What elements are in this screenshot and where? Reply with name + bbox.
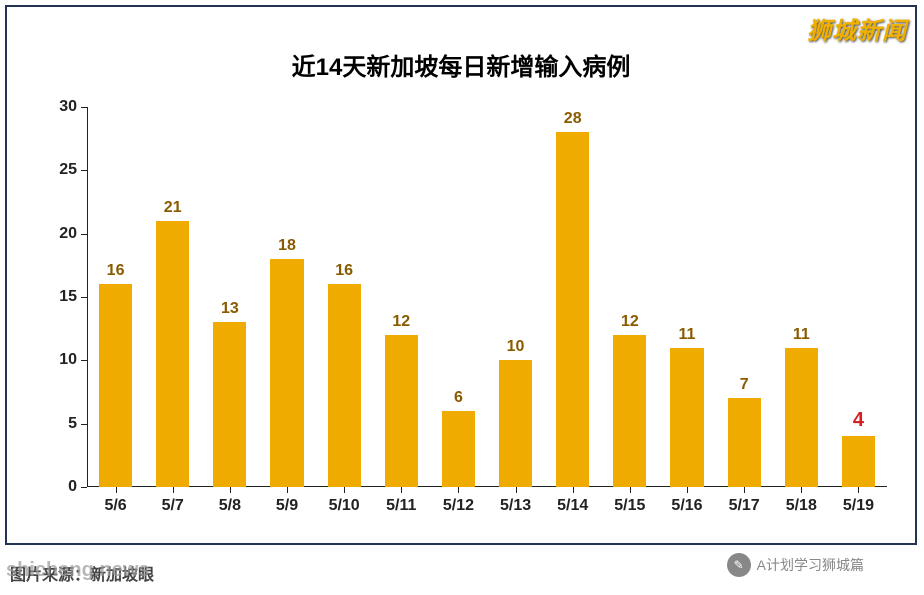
bar-value-label: 4 xyxy=(828,409,888,432)
x-tick-mark xyxy=(630,487,631,493)
x-tick-mark xyxy=(858,487,859,493)
bar-value-label: 12 xyxy=(371,313,431,331)
x-tick-label: 5/16 xyxy=(657,497,717,515)
y-tick-label: 0 xyxy=(47,478,77,496)
bars-container: 1621131816126102812117114 xyxy=(87,107,887,487)
x-tick-mark xyxy=(687,487,688,493)
x-tick-mark xyxy=(458,487,459,493)
bar-value-label: 18 xyxy=(257,237,317,255)
x-tick-mark xyxy=(230,487,231,493)
corner-tag: 狮城新闻 xyxy=(807,11,907,46)
bar-value-label: 12 xyxy=(600,313,660,331)
bar-value-label: 13 xyxy=(200,300,260,318)
bar xyxy=(156,221,189,487)
watermark-text: 图片来源：新加坡眼 shicheng.news xyxy=(10,561,154,585)
y-tick-label: 25 xyxy=(47,161,77,179)
x-tick-label: 5/8 xyxy=(200,497,260,515)
bar-value-label: 16 xyxy=(86,262,146,280)
x-tick-label: 5/18 xyxy=(771,497,831,515)
bar-value-label: 6 xyxy=(428,389,488,407)
bar xyxy=(213,322,246,487)
plot-area: 051015202530 1621131816126102812117114 5… xyxy=(87,107,887,487)
x-tick-label: 5/11 xyxy=(371,497,431,515)
y-tick-label: 15 xyxy=(47,288,77,306)
bar xyxy=(842,436,875,487)
bar xyxy=(785,348,818,487)
bar xyxy=(613,335,646,487)
chart-title: 近14天新加坡每日新增输入病例 xyxy=(7,47,915,82)
chart-frame: 狮城新闻 近14天新加坡每日新增输入病例 0 5 10 15 20 25 30 16 21 13… xyxy=(5,5,917,545)
x-tick-mark xyxy=(516,487,517,493)
bar-value-label: 21 xyxy=(143,199,203,217)
bar-value-label: 11 xyxy=(771,326,831,344)
x-tick-label: 5/14 xyxy=(543,497,603,515)
bar xyxy=(556,132,589,487)
x-tick-mark xyxy=(744,487,745,493)
x-tick-label: 5/19 xyxy=(828,497,888,515)
y-tick-label: 20 xyxy=(47,225,77,243)
x-tick-label: 5/6 xyxy=(86,497,146,515)
bar xyxy=(270,259,303,487)
bar xyxy=(442,411,475,487)
x-tick-label: 5/17 xyxy=(714,497,774,515)
y-tick-label: 30 xyxy=(47,98,77,116)
x-tick-mark xyxy=(287,487,288,493)
bar-value-label: 10 xyxy=(486,338,546,356)
bar xyxy=(499,360,532,487)
y-tick-label: 5 xyxy=(47,415,77,433)
y-tick-mark xyxy=(81,487,87,488)
y-tick-label: 10 xyxy=(47,351,77,369)
bar-value-label: 7 xyxy=(714,376,774,394)
x-tick-label: 5/9 xyxy=(257,497,317,515)
x-tick-mark xyxy=(801,487,802,493)
bar xyxy=(385,335,418,487)
x-tick-label: 5/10 xyxy=(314,497,374,515)
bar xyxy=(328,284,361,487)
attribution-text: A计划学习狮城篇 xyxy=(757,555,864,575)
x-tick-mark xyxy=(573,487,574,493)
x-tick-mark xyxy=(344,487,345,493)
footer-left: 图片来源：新加坡眼 shicheng.news xyxy=(10,561,154,585)
attribution-block: ✎ A计划学习狮城篇 xyxy=(727,553,864,577)
bar xyxy=(728,398,761,487)
x-tick-mark xyxy=(116,487,117,493)
wechat-icon: ✎ xyxy=(727,553,751,577)
x-tick-label: 5/15 xyxy=(600,497,660,515)
bar xyxy=(670,348,703,487)
x-tick-mark xyxy=(173,487,174,493)
x-tick-label: 5/7 xyxy=(143,497,203,515)
bar-value-label: 28 xyxy=(543,110,603,128)
bar-value-label: 11 xyxy=(657,326,717,344)
x-tick-mark xyxy=(401,487,402,493)
x-tick-label: 5/13 xyxy=(486,497,546,515)
bar-value-label: 16 xyxy=(314,262,374,280)
x-tick-label: 5/12 xyxy=(428,497,488,515)
bar xyxy=(99,284,132,487)
